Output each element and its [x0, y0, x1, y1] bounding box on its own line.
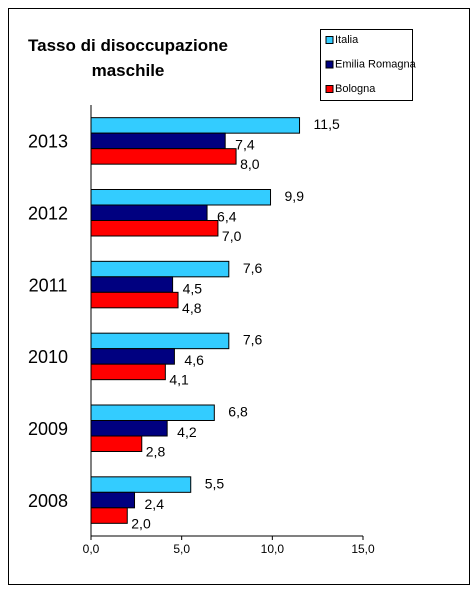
y-tick-label: 2009 — [28, 419, 68, 439]
bar — [90, 291, 179, 309]
legend-swatch — [325, 36, 334, 44]
legend-swatch — [325, 85, 334, 93]
bar — [90, 435, 143, 452]
bar — [90, 117, 301, 134]
bar — [90, 260, 230, 278]
bar — [90, 348, 175, 365]
value-label: 4,8 — [182, 300, 202, 316]
chart-title: Tasso di disoccupazione maschile — [28, 36, 228, 80]
value-label: 7,0 — [222, 228, 242, 244]
y-tick-label: 2013 — [28, 132, 68, 152]
y-tick-label: 2010 — [28, 347, 68, 367]
value-label: 2,4 — [145, 496, 165, 512]
value-label: 2,0 — [131, 515, 151, 531]
value-label: 6,4 — [217, 208, 237, 224]
bar — [90, 404, 215, 421]
legend-swatch — [325, 60, 334, 69]
value-label: 4,1 — [169, 372, 189, 388]
value-label: 7,6 — [243, 260, 263, 276]
x-tick-label: 10,0 — [261, 542, 285, 556]
value-label: 5,5 — [205, 475, 225, 491]
bar — [90, 476, 192, 493]
x-tick-label: 15,0 — [351, 542, 375, 556]
bar — [90, 204, 208, 221]
legend-label: Emilia Romagna — [335, 58, 417, 70]
value-label: 4,5 — [183, 280, 203, 296]
value-label: 6,8 — [228, 403, 248, 419]
value-label: 4,6 — [184, 352, 204, 368]
bar — [90, 220, 219, 237]
y-tick-label: 2008 — [28, 491, 68, 511]
chart-frame — [8, 8, 470, 585]
x-tick-label: 5,0 — [173, 542, 190, 556]
legend-label: Italia — [335, 34, 359, 46]
value-label: 9,9 — [285, 188, 305, 204]
value-label: 11,5 — [314, 116, 340, 132]
x-tick-label: 0,0 — [83, 542, 100, 556]
legend-box — [320, 29, 413, 101]
bar — [90, 420, 168, 437]
bar — [90, 491, 136, 509]
y-tick-label: 2012 — [28, 204, 68, 224]
bar — [90, 507, 128, 524]
bar — [90, 132, 226, 150]
value-label: 2,8 — [146, 443, 166, 459]
bar — [90, 276, 174, 293]
bar — [90, 189, 272, 206]
bar — [90, 148, 237, 165]
value-label: 7,4 — [235, 137, 255, 153]
bar — [90, 332, 230, 350]
legend-label: Bologna — [335, 83, 376, 95]
value-label: 4,2 — [177, 424, 197, 440]
value-label: 8,0 — [240, 156, 260, 172]
y-tick-label: 2011 — [29, 275, 68, 295]
value-label: 7,6 — [243, 332, 263, 348]
bar — [90, 363, 166, 381]
